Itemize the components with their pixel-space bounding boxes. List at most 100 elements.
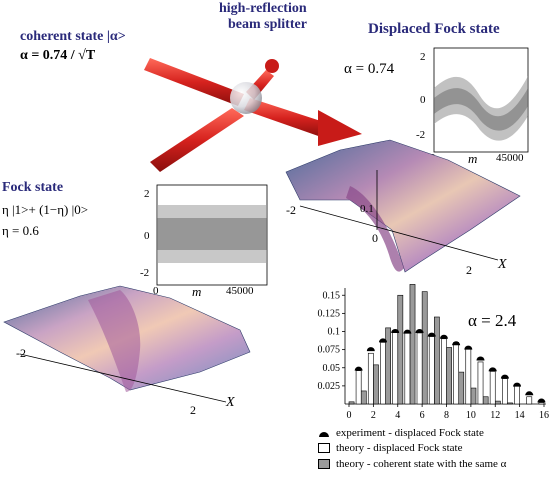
wigner-top-xlabel: X: [498, 257, 507, 272]
y-tick-label: 0.15: [323, 290, 341, 301]
experiment-point: [391, 328, 400, 333]
coherent-bar: [373, 364, 379, 405]
experiment-point: [525, 391, 534, 396]
noise-left-xtick: 0: [153, 285, 159, 297]
white-swatch-icon: [318, 443, 330, 453]
fock-state-title: Fock state: [2, 180, 64, 195]
legend-label: theory - coherent state with the same α: [336, 458, 507, 470]
experiment-point: [379, 338, 388, 343]
displaced-bar: [392, 331, 399, 405]
legend-label: experiment - displaced Fock state: [336, 427, 484, 439]
reflected-beam-down: [150, 108, 244, 172]
noise-plot-left-band: [157, 205, 267, 263]
displaced-fock-title: Displaced Fock state: [368, 21, 500, 37]
wigner-bottom-tick: -2: [16, 346, 26, 360]
experiment-point: [366, 347, 375, 352]
experiment-point: [464, 345, 473, 350]
displaced-bar: [514, 385, 520, 405]
wigner-top-tick: -2: [286, 203, 296, 217]
wigner-bottom-dip: [88, 290, 141, 392]
coherent-bar: [494, 400, 501, 405]
wigner-top-tick: 2: [466, 263, 472, 277]
experiment-point: [452, 341, 461, 346]
y-tick-label: 0.025: [318, 381, 341, 392]
noise-top-ytick: 0: [420, 94, 426, 106]
noise-top-ytick: -2: [416, 129, 426, 141]
experiment-point: [500, 374, 509, 379]
displaced-bar: [355, 370, 362, 405]
noise-plot-top-band: [434, 76, 528, 141]
noise-left-ytick: 2: [144, 188, 150, 200]
y-tick-label: 0.1: [328, 327, 341, 338]
displaced-bar: [416, 332, 423, 405]
displaced-bar: [441, 338, 447, 405]
displaced-bar: [477, 361, 484, 405]
displaced-bar: [502, 378, 508, 405]
y-tick-label: 0.125: [318, 308, 341, 319]
noise-top-xlabel: m: [468, 151, 478, 166]
noise-top-xtick: 45000: [496, 152, 524, 164]
legend-item-experiment: experiment - displaced Fock state: [318, 427, 484, 439]
displaced-bar: [428, 336, 435, 405]
noise-plot-left-band-core: [157, 218, 267, 250]
transmitted-arrowhead: [318, 110, 362, 146]
coherent-bar: [470, 387, 477, 405]
noise-left-xtick: 45000: [226, 285, 254, 297]
x-tick-label: 2: [371, 410, 376, 421]
y-tick-label: 0.05: [323, 363, 341, 374]
coherent-bar: [385, 327, 391, 405]
coherent-bar: [397, 294, 404, 405]
experiment-point: [439, 334, 448, 339]
displaced-alpha-label: α = 0.74: [344, 61, 395, 77]
beam-end-cap: [265, 59, 279, 73]
gray-swatch-icon: [318, 459, 330, 469]
experiment-point: [476, 356, 485, 361]
noise-left-ytick: 0: [144, 230, 150, 242]
eta-value: η = 0.6: [2, 223, 39, 238]
wigner-bottom-tick: 2: [190, 403, 196, 417]
noise-left-ytick: -2: [140, 267, 150, 279]
wigner-bottom-xlabel: X: [226, 395, 235, 410]
y-tick-label: 0.075: [318, 345, 341, 356]
coherent-bar: [507, 402, 513, 405]
splitter-sphere: [230, 82, 262, 114]
fock-state-expression: η |1>+ (1−η) |0>: [2, 202, 89, 217]
splitter-label-line2: beam splitter: [228, 17, 307, 32]
legend-item-theory-coherent: theory - coherent state with the same α: [318, 458, 506, 470]
histogram-alpha-label: α = 2.4: [468, 311, 517, 330]
wigner-top-tick: 0: [372, 231, 378, 245]
alpha-expression: α = 0.74 / √T: [20, 48, 96, 63]
coherent-bar: [458, 371, 465, 405]
x-tick-label: 14: [515, 410, 525, 421]
displaced-bar: [367, 352, 374, 405]
coherent-bar: [434, 316, 440, 405]
experiment-point: [488, 367, 497, 372]
coherent-state-label: coherent state |α>: [20, 29, 126, 44]
experiment-point: [427, 332, 436, 337]
splitter-label-line1: high-reflection: [219, 1, 307, 16]
coherent-bar: [409, 284, 416, 405]
x-tick-label: 16: [539, 410, 549, 421]
noise-left-xlabel: m: [192, 284, 202, 299]
wigner-bottom-axis: [19, 353, 227, 403]
legend-label: theory - displaced Fock state: [336, 442, 463, 454]
wigner-top-dip: [346, 186, 404, 272]
wigner-top-tick: 0.1: [360, 203, 374, 215]
displaced-bar: [380, 342, 386, 405]
experiment-point: [403, 329, 412, 334]
displaced-bar: [465, 347, 472, 405]
coherent-bar: [482, 396, 489, 405]
experiment-marker-icon: [318, 429, 330, 437]
x-tick-label: 6: [420, 410, 425, 421]
coherent-bar: [348, 401, 355, 405]
experiment-point: [415, 328, 424, 333]
experiment-point: [513, 382, 522, 387]
x-tick-label: 0: [347, 410, 352, 421]
